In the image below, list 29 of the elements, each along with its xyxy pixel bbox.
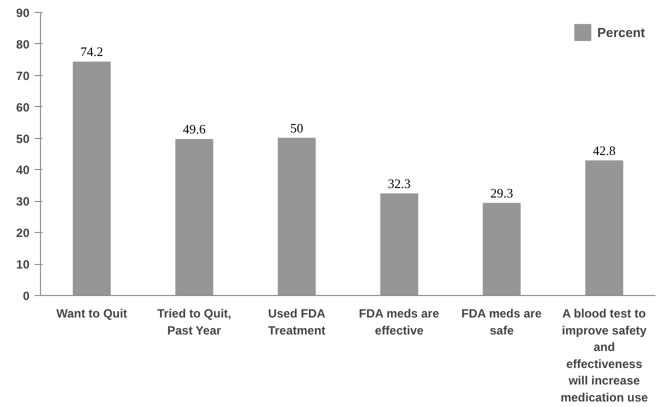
- data-label: 32.3: [388, 176, 411, 191]
- x-tick-label: Used FDA Treatment: [268, 306, 326, 338]
- x-tick-label: FDA meds are effective: [358, 306, 440, 338]
- data-label: 49.6: [182, 122, 206, 137]
- x-tick-label: Tried to Quit, Past Year: [157, 306, 232, 338]
- data-label: 42.8: [592, 142, 616, 158]
- y-tick-label: 60: [16, 100, 30, 114]
- y-tick-label: 50: [16, 132, 30, 146]
- y-tick-label: 40: [16, 163, 30, 178]
- y-tick-label: 0: [22, 289, 30, 303]
- y-tick-label: 80: [16, 37, 30, 52]
- data-label: 74.2: [80, 44, 104, 60]
- bar: [175, 139, 214, 296]
- y-tick-label: 10: [16, 258, 30, 272]
- bar: [585, 160, 624, 296]
- data-label: 50: [290, 120, 304, 136]
- y-tick-label: 70: [16, 68, 30, 83]
- data-label: 29.3: [490, 185, 514, 200]
- bar: [278, 138, 316, 296]
- x-tick-label: A blood test to improve safety and effectiveness will increase medication use: [560, 306, 648, 404]
- bar: [482, 202, 521, 296]
- y-tick-label: 20: [16, 226, 30, 240]
- bar: [380, 193, 418, 296]
- bar: [72, 62, 111, 296]
- x-tick-label: Want to Quit: [56, 306, 128, 320]
- y-tick-label: 30: [16, 194, 30, 209]
- legend-label: Percent: [597, 24, 645, 40]
- y-tick-label: 90: [16, 6, 30, 20]
- x-tick-label: FDA meds are safe: [461, 306, 542, 338]
